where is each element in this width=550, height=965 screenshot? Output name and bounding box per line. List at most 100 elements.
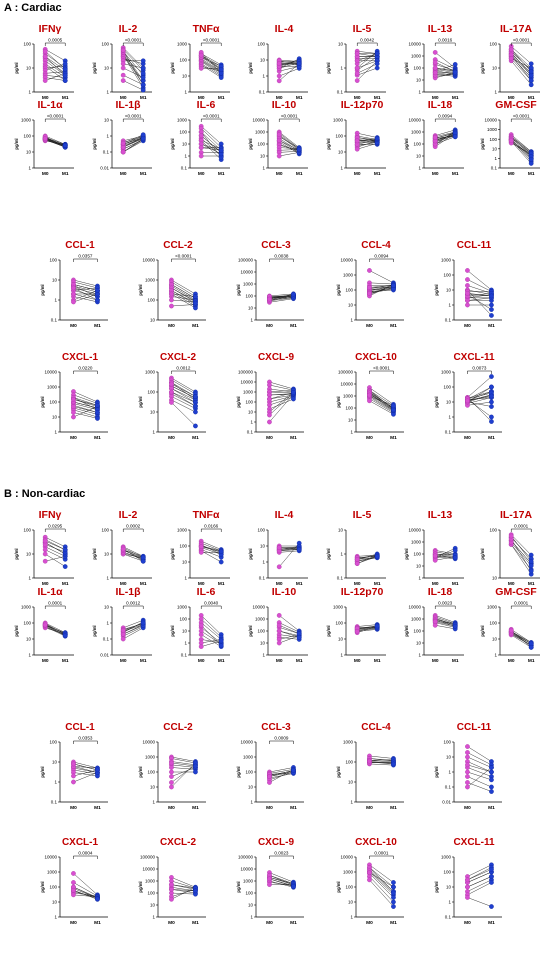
panel-title: CCL-1 (65, 240, 95, 251)
pair-line (201, 549, 222, 558)
pair-line (279, 140, 300, 151)
point-m0 (465, 780, 470, 785)
point-m0 (465, 769, 470, 775)
point-m1 (489, 302, 494, 308)
pair-line (511, 136, 532, 152)
y-tick-label: 1 (54, 780, 57, 785)
y-tick-label: 10 (182, 629, 188, 634)
point-m0 (71, 887, 76, 893)
point-m0 (276, 78, 282, 84)
y-tick-label: 100 (23, 621, 31, 626)
y-tick-label: 1000 (145, 278, 156, 283)
pair-line (171, 382, 196, 397)
panel-cardiac-14: CCL-1 0.1 1 10 100 pg/ml M0 M1 0.0357 (40, 240, 108, 329)
pair-line (73, 412, 98, 419)
panel-noncardiac-17: CCL-4 1 10 100 1000 pg/ml M0 M1 (336, 722, 404, 811)
panel-title: CCL-2 (163, 722, 193, 733)
pair-line (45, 56, 66, 71)
y-tick-label: 10 (26, 66, 32, 71)
pair-line (369, 760, 394, 763)
x-tick-label: M0 (432, 581, 439, 587)
pair-line (269, 769, 294, 774)
y-tick-label: 100 (23, 42, 31, 47)
y-tick-label: 1000 (243, 879, 254, 884)
point-m0 (276, 622, 282, 628)
y-tick-label: 10 (26, 552, 32, 557)
y-tick-label: 1000 (343, 273, 354, 278)
panel-noncardiac-21: CXCL-9 1 10 100 1000 10000 100000 pg/ml M0 M1 0.00… (236, 837, 304, 926)
point-m0 (120, 61, 126, 67)
significance-bracket (269, 740, 294, 744)
point-m0 (276, 613, 282, 618)
x-tick-label: M1 (528, 95, 535, 101)
panel-title: IL-18 (428, 586, 453, 598)
y-tick-label: 1 (250, 318, 253, 323)
y-tick-label: 10 (104, 118, 110, 123)
pair-line (171, 285, 196, 301)
pair-line (123, 58, 144, 64)
y-axis-label: pg/ml (138, 881, 143, 892)
y-tick-label: 1 (448, 415, 451, 420)
x-tick-label: M1 (290, 435, 297, 441)
panel-title: IL-10 (272, 586, 297, 598)
point-m0 (367, 758, 372, 764)
pair-line (73, 293, 98, 303)
pair-line (435, 621, 456, 627)
point-m0 (42, 551, 48, 557)
panel-noncardiac-14: CCL-1 0.1 1 10 100 pg/ml M0 M1 0.0353 (40, 722, 108, 811)
pair-line (269, 877, 294, 884)
x-tick-label: M1 (528, 658, 535, 664)
point-m1 (489, 384, 494, 390)
pair-line (279, 548, 300, 552)
y-tick-label: 1000 (411, 540, 422, 545)
pair-line (279, 136, 300, 149)
y-tick-label: 10 (104, 605, 110, 610)
pair-line (279, 61, 300, 66)
point-m0 (432, 135, 438, 140)
pair-line (467, 879, 492, 892)
panel-noncardiac-10: IL-10 1 10 100 1000 10000 pg/ml M0 M1 (248, 586, 308, 664)
point-m0 (169, 760, 174, 766)
pair-line (369, 285, 394, 288)
pair-line (467, 391, 492, 399)
y-tick-label: 100 (413, 142, 421, 147)
pair-line (73, 766, 98, 769)
y-tick-label: 10 (446, 288, 452, 293)
y-tick-label: 10000 (142, 867, 155, 872)
point-m0 (367, 285, 372, 290)
point-m0 (169, 896, 174, 902)
point-m1 (291, 767, 296, 773)
y-tick-label: 1000 (243, 390, 254, 395)
y-tick-label: 100 (413, 552, 421, 557)
pair-line (269, 395, 294, 403)
panel-noncardiac-0: IFNγ 1 10 100 pg/ml M0 M1 0.0295 (14, 509, 74, 587)
x-tick-label: M1 (140, 658, 147, 664)
x-tick-label: M0 (366, 920, 373, 926)
pair-line (269, 390, 294, 393)
pair-line (201, 52, 222, 74)
pair-line (73, 406, 98, 418)
y-axis-label: pg/ml (480, 62, 485, 73)
pair-line (123, 139, 144, 150)
x-tick-label: M1 (296, 581, 303, 587)
point-m1 (391, 890, 396, 896)
point-m0 (267, 882, 272, 887)
point-m0 (354, 51, 360, 56)
pair-line (73, 287, 98, 291)
pair-line (73, 406, 98, 413)
pair-line (511, 138, 532, 154)
point-m0 (169, 291, 174, 297)
pair-line (279, 151, 300, 153)
panel-cardiac-13: GM-CSF 0.1 1 10 100 1000 10000 pg/ml M0 M1 <0.0001 (480, 99, 540, 177)
point-m1 (193, 403, 198, 409)
point-m1 (489, 784, 494, 790)
y-tick-label: 1 (340, 66, 343, 71)
point-m0 (354, 65, 360, 71)
pair-line (357, 56, 378, 71)
point-m0 (367, 392, 372, 398)
panel-noncardiac-5: IL-13 1 10 100 1000 10000 pg/ml M0 M1 (404, 509, 464, 587)
pair-line (123, 67, 144, 78)
pair-line (171, 884, 196, 889)
p-value-label: 0.0001 (514, 601, 528, 606)
point-m1 (489, 777, 494, 783)
